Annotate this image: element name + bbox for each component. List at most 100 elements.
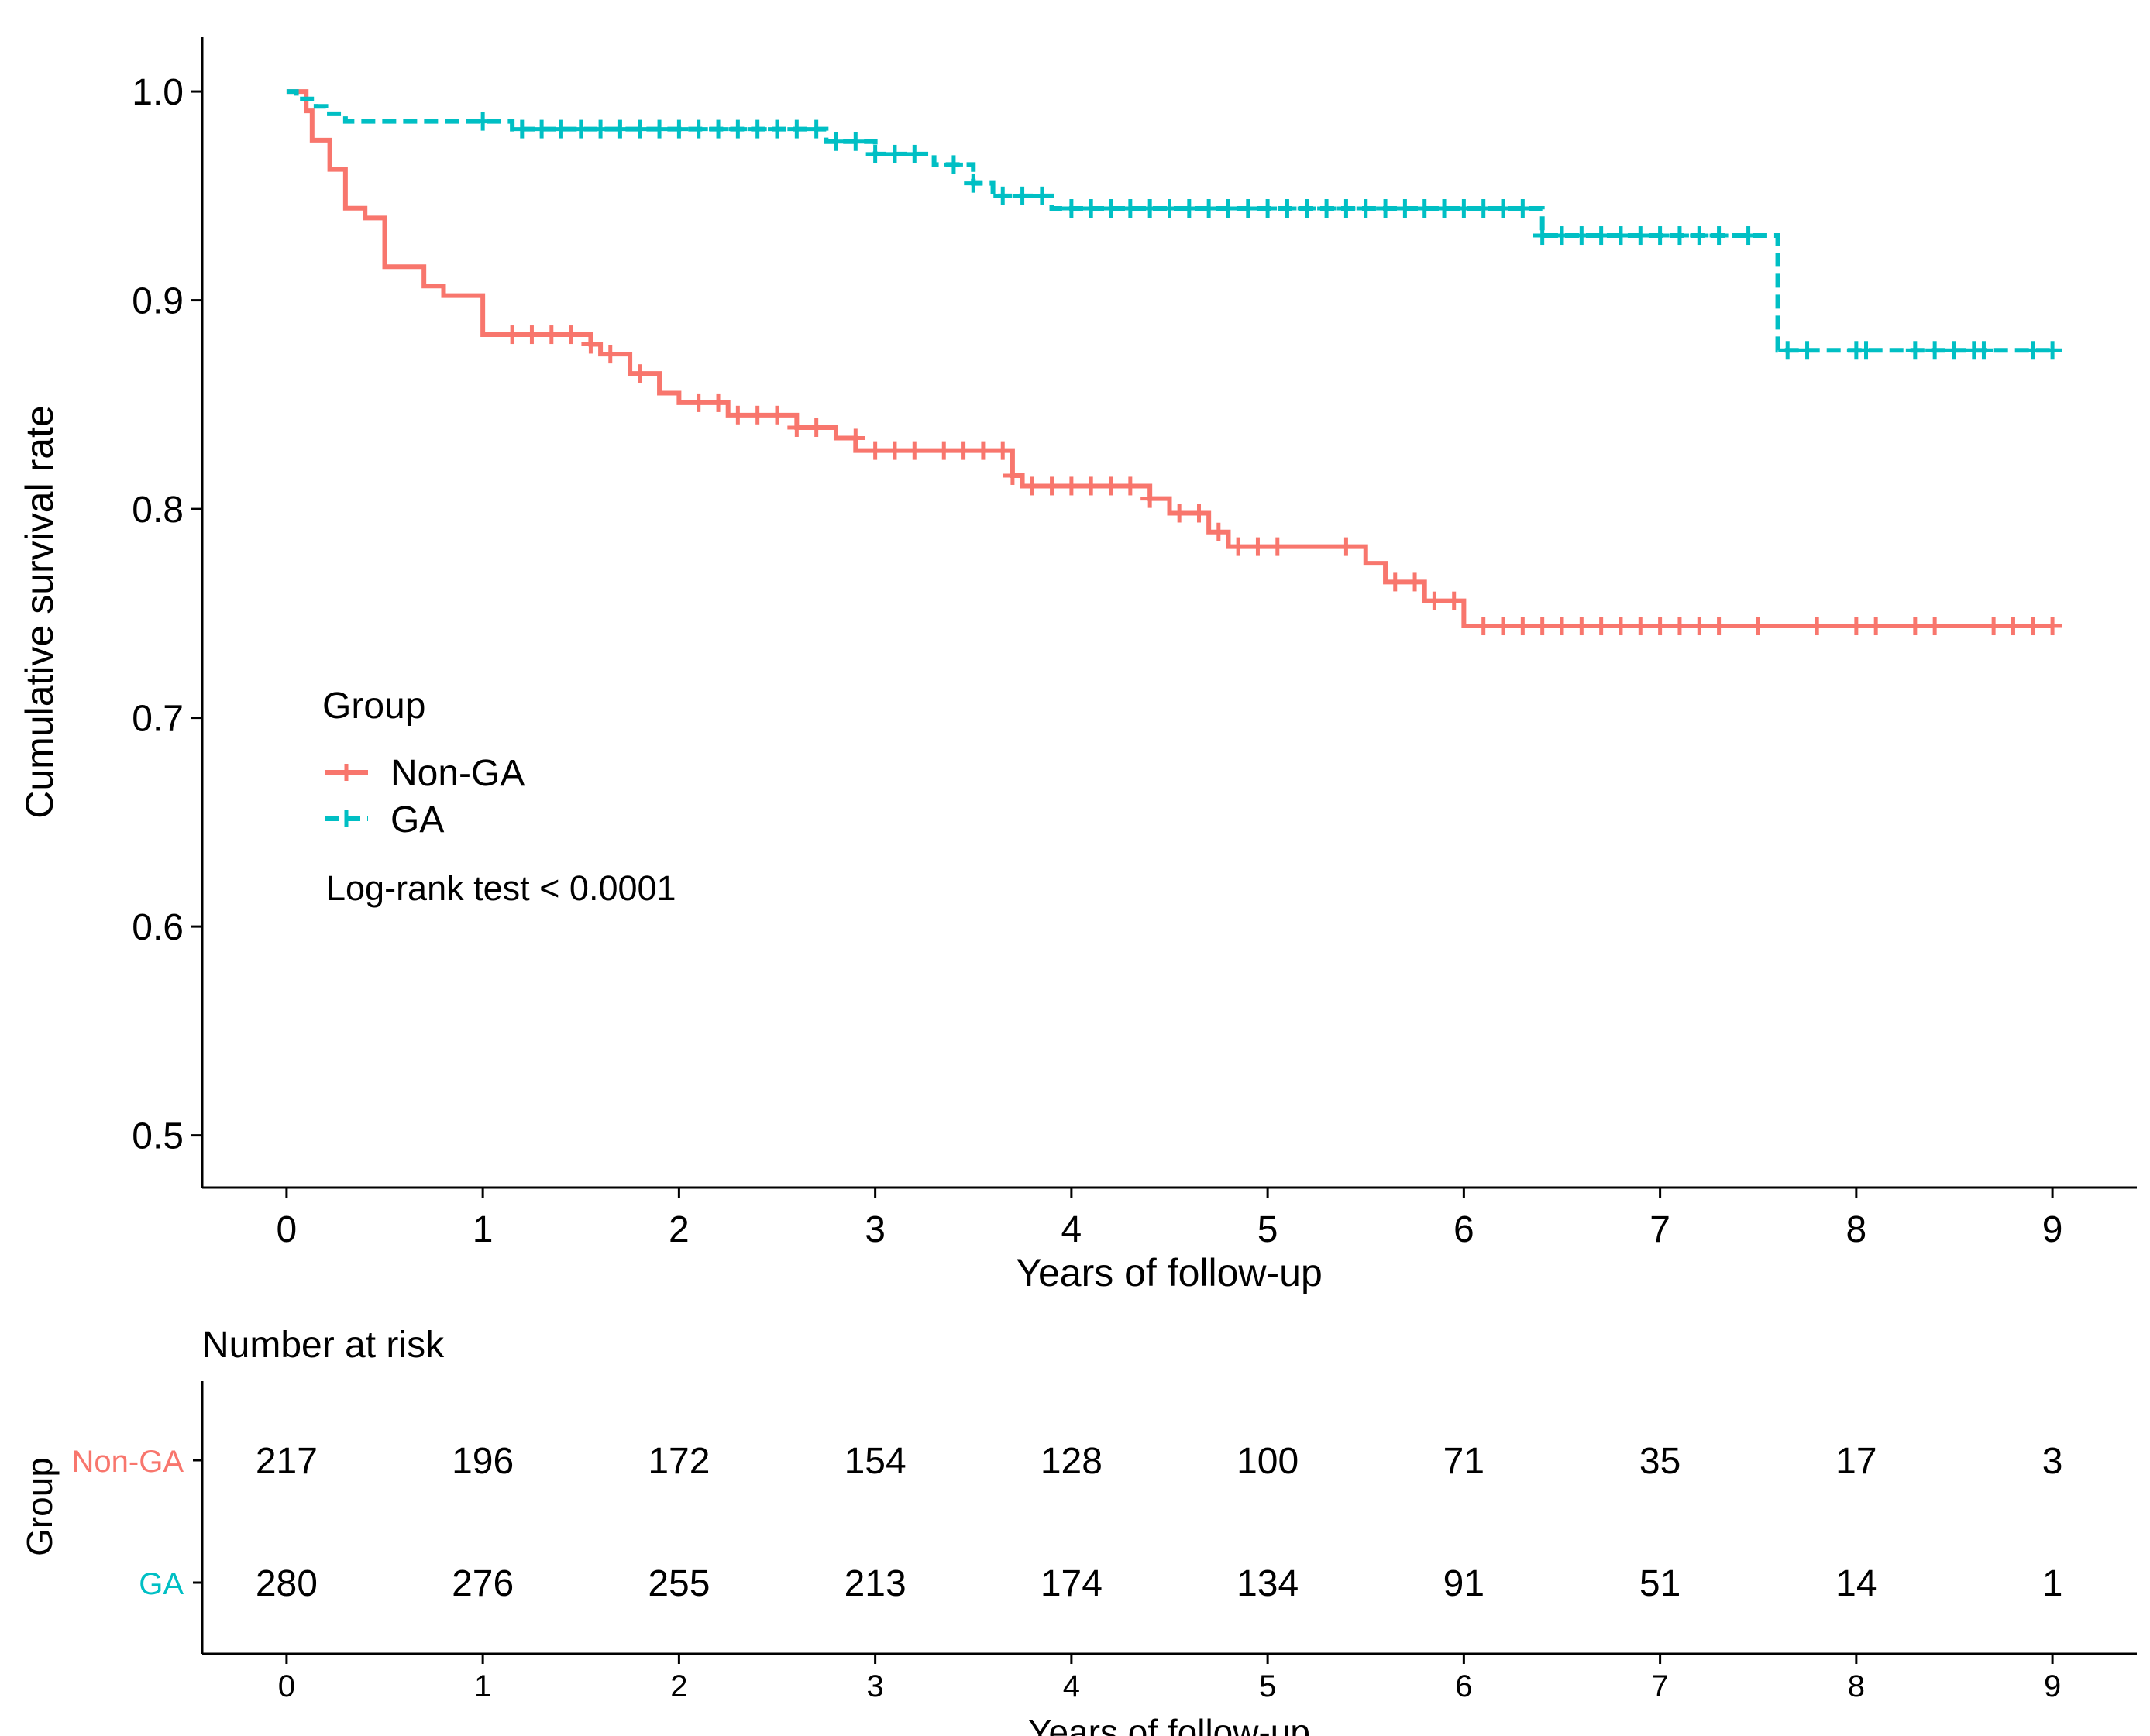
censor-mark-non-ga [934,441,954,460]
censor-mark-non-ga [562,325,581,345]
censor-mark-non-ga [1385,572,1405,592]
censor-mark-non-ga [905,441,924,460]
censor-mark-ga [865,144,885,163]
x-tick-label: 4 [1061,1209,1082,1250]
censor-mark-ga [689,119,708,139]
censor-mark-non-ga [1905,617,1925,636]
risk-value: 174 [1041,1563,1103,1604]
censor-mark-ga [1552,226,1571,246]
censor-mark-ga [1925,341,1945,360]
censor-mark-non-ga [522,325,542,345]
censor-mark-non-ga [1808,617,1827,636]
risk-value: 128 [1041,1441,1103,1482]
censor-mark-ga [1709,226,1729,246]
censor-mark-non-ga [1101,476,1120,496]
censor-mark-non-ga [1248,537,1268,556]
censor-mark-non-ga [1082,476,1101,496]
risk-value: 14 [1835,1563,1877,1604]
x-axis-ticks: 0 1 2 3 4 5 6 7 8 9 [277,1188,2063,1250]
censor-mark-ga [1278,198,1297,218]
censor-mark-non-ga [1405,572,1425,592]
risk-x-tick-label: 7 [1651,1669,1668,1703]
censor-mark-non-ga [787,418,807,437]
censor-mark-non-ga [581,335,600,354]
censor-mark-ga [728,119,748,139]
censor-mark-non-ga [1984,617,2004,636]
risk-x-tick-label: 6 [1455,1669,1472,1703]
risk-value: 134 [1237,1563,1299,1604]
censor-mark-ga [1739,226,1758,246]
legend-label-non-ga: Non-GA [390,753,525,794]
risk-table-title: Number at risk [202,1325,445,1366]
censor-mark-ga [1013,186,1032,205]
censor-mark-ga [1533,226,1552,246]
y-axis-title: Cumulative survival rate [18,405,61,819]
censor-mark-non-ga [1925,617,1945,636]
survival-curve-ga [286,89,2053,353]
censor-mark-ga [552,119,571,139]
risk-value: 17 [1835,1441,1877,1482]
censor-mark-ga [1140,198,1160,218]
censor-mark-ga [1179,198,1199,218]
censor-mark-non-ga [1474,617,1493,636]
censor-mark-non-ga [1003,466,1022,485]
censor-mark-non-ga [885,441,904,460]
censor-mark-non-ga [709,393,728,412]
risk-x-tick-label: 3 [867,1669,884,1703]
x-tick-label: 9 [2042,1209,2063,1250]
censor-mark-ga [1238,198,1257,218]
censor-mark-non-ga [993,441,1013,460]
censor-mark-non-ga [1425,591,1444,610]
censor-mark-ga [1199,198,1219,218]
risk-x-tick-label: 9 [2044,1669,2061,1703]
risk-value: 1 [2042,1563,2063,1604]
censor-mark-non-ga [1494,617,1513,636]
censor-mark-ga [944,155,963,174]
censor-mark-ga [905,144,924,163]
y-tick-label: 0.6 [132,907,184,948]
censor-mark-ga [1082,198,1101,218]
risk-x-axis-ticks: 0 1 2 3 4 5 6 7 8 9 [278,1654,2061,1703]
y-tick-label: 1.0 [132,72,184,113]
legend-label-ga: GA [390,799,444,840]
censor-mark-ga [1219,198,1238,218]
risk-x-tick-label: 2 [670,1669,687,1703]
censor-mark-ga [1160,198,1179,218]
censor-mark-ga [1032,186,1051,205]
censor-mark-ga [787,119,807,139]
censor-mark-ga [1376,198,1395,218]
censor-mark-ga [1415,198,1434,218]
risk-y-axis-title: Group [19,1457,60,1556]
risk-value: 3 [2042,1441,2063,1482]
x-tick-label: 0 [277,1209,298,1250]
censor-mark-ga [1797,341,1817,360]
risk-value: 91 [1443,1563,1484,1604]
censor-mark-ga [1611,226,1630,246]
censor-mark-non-ga [1749,617,1768,636]
censor-mark-non-ga [2023,617,2042,636]
censor-mark-ga [1778,341,1797,360]
risk-value: 280 [256,1563,318,1604]
risk-value: 276 [452,1563,514,1604]
censor-mark-non-ga [728,405,748,425]
legend-title: Group [322,686,425,727]
censor-mark-non-ga [1690,617,1709,636]
censor-mark-ga [1631,226,1650,246]
censor-mark-ga [1670,226,1689,246]
censor-mark-non-ga [748,405,767,425]
censor-mark-ga [1101,198,1120,218]
censor-mark-ga [1494,198,1513,218]
censor-mark-non-ga [1846,617,1866,636]
x-tick-label: 5 [1257,1209,1278,1250]
y-tick-label: 0.9 [132,281,184,322]
censor-mark-non-ga [1189,504,1209,523]
risk-value: 217 [256,1441,318,1482]
censor-mark-ga [1120,198,1140,218]
censor-mark-ga [993,186,1013,205]
censor-mark-non-ga [1650,617,1670,636]
censor-mark-ga [826,132,845,151]
censor-mark-ga [1974,341,1993,360]
censor-mark-non-ga [1209,522,1228,541]
censor-mark-ga [1258,198,1278,218]
